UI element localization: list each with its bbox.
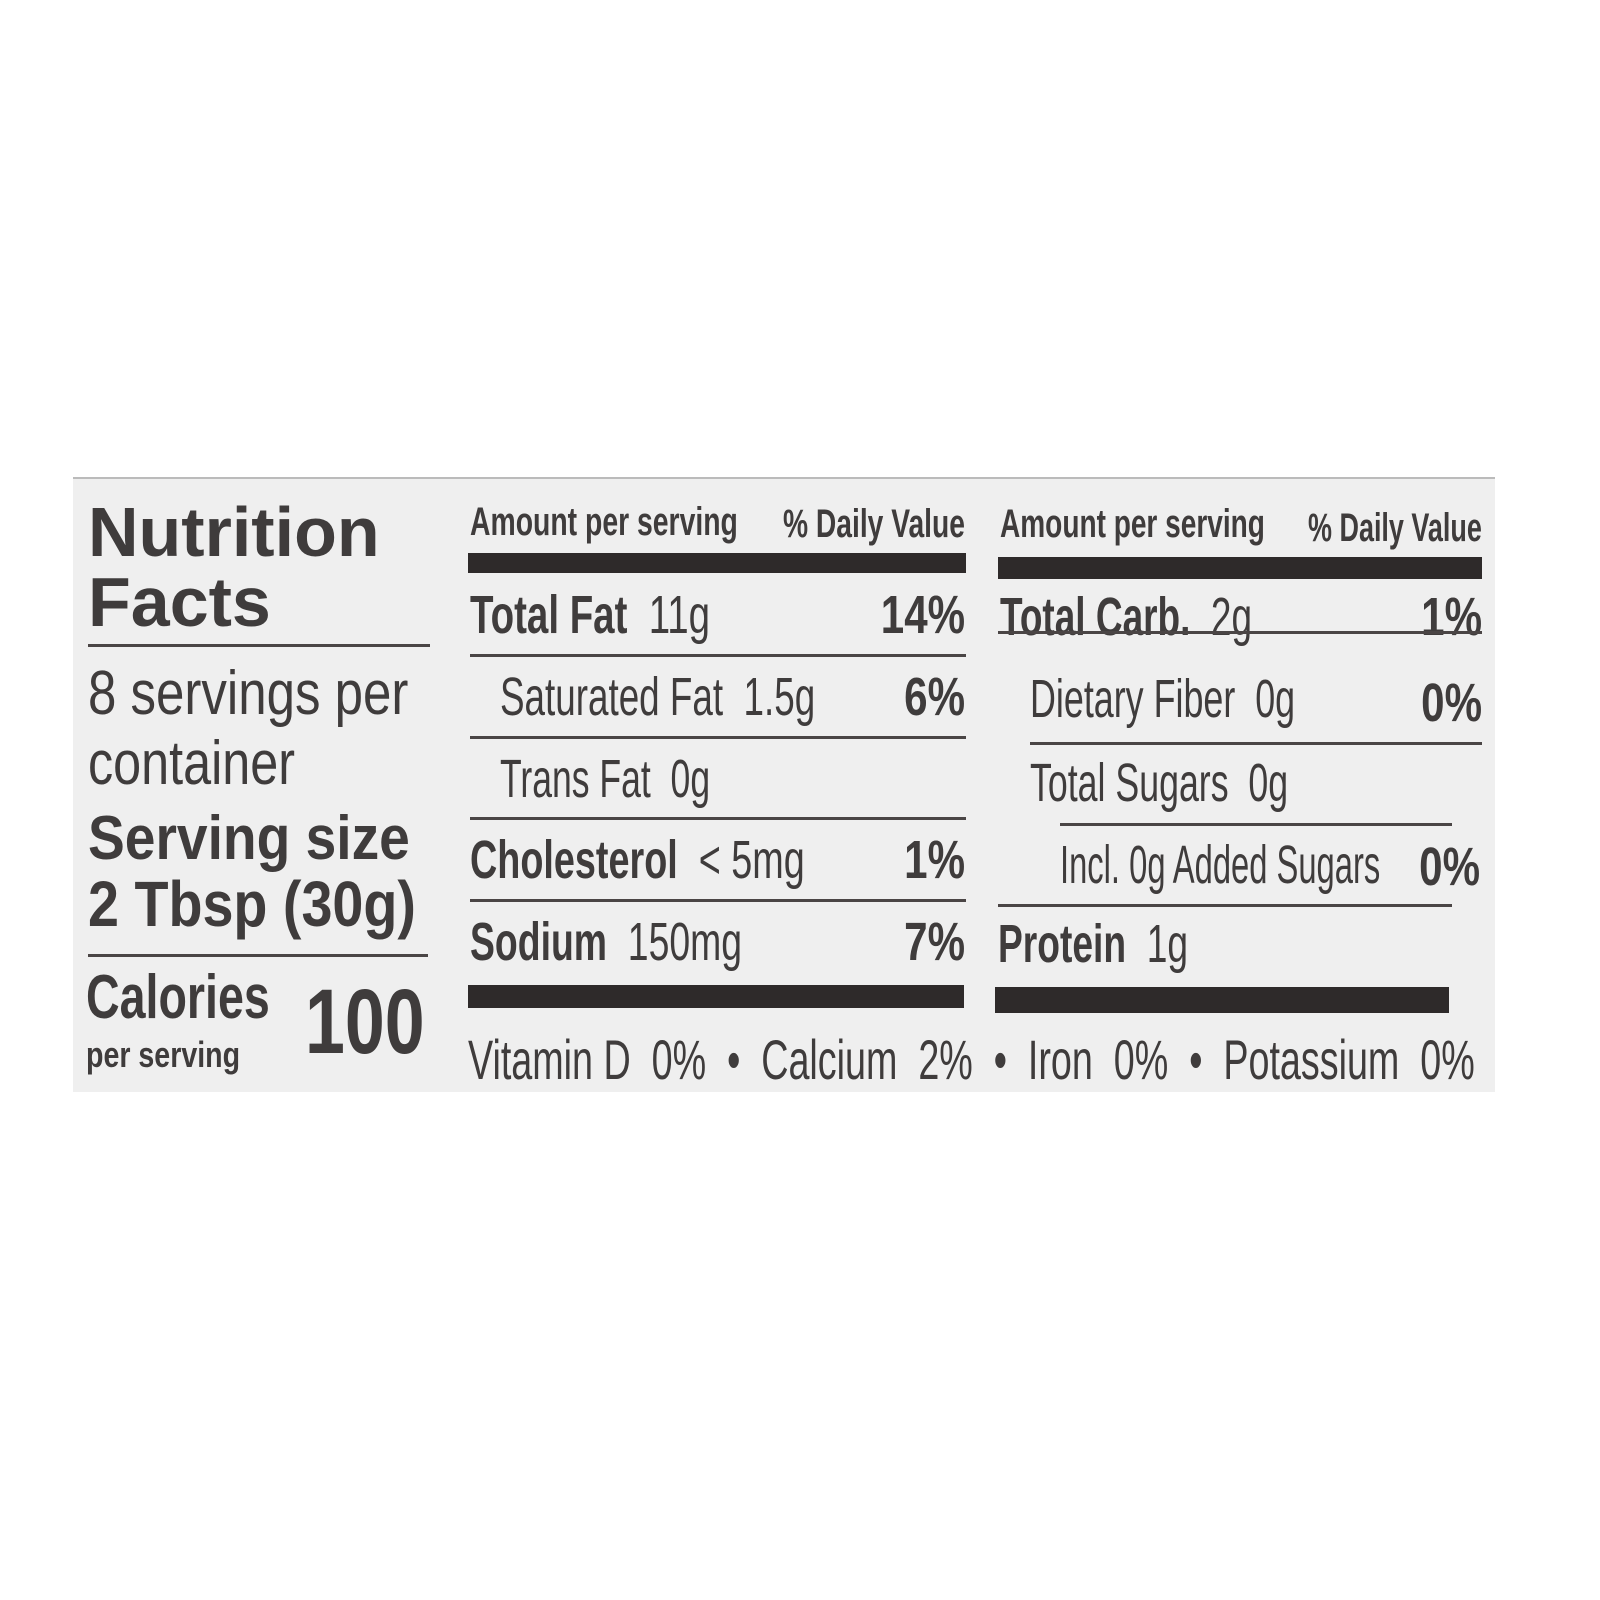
calories-value: 100	[305, 971, 425, 1073]
calories-per-serving: per serving	[86, 1034, 241, 1075]
title-nutrition: Nutrition	[88, 493, 380, 571]
row-sodium: Sodium 150mg	[470, 915, 742, 969]
row-dietary-fiber: Dietary Fiber 0g	[1030, 672, 1295, 726]
row-total-sugars: Total Sugars 0g	[1030, 756, 1288, 810]
dv-total-carb: 1%	[1421, 587, 1482, 647]
nutrient-name: Saturated Fat	[500, 667, 724, 727]
nutrient-name: Total Carb.	[1000, 587, 1191, 647]
divider	[470, 736, 966, 739]
header-amount-right: Amount per serving	[1000, 502, 1265, 546]
divider	[1030, 742, 1482, 745]
dv-total-fat: 14%	[880, 585, 965, 645]
row-trans-fat: Trans Fat 0g	[500, 752, 710, 806]
nutrient-amount: 1g	[1146, 914, 1189, 974]
thick-bar	[468, 553, 966, 573]
row-total-fat: Total Fat 11g	[470, 588, 710, 642]
nutrient-amount: < 5mg	[698, 830, 805, 890]
divider	[470, 899, 966, 902]
nutrient-amount: 2g	[1210, 587, 1253, 647]
divider	[470, 654, 966, 657]
calories-label: Calories	[86, 963, 270, 1032]
row-total-carb: Total Carb. 2g	[1000, 590, 1252, 644]
header-daily-value: % Daily Value	[783, 502, 965, 546]
row-added-sugars: Incl. 0g Added Sugars	[1060, 835, 1381, 895]
dv-cholesterol: 1%	[904, 830, 965, 890]
nutrient-amount: 150mg	[627, 912, 743, 972]
servings-container: container	[88, 729, 296, 798]
nutrient-name: Sodium	[470, 912, 608, 972]
nutrient-amount: 11g	[648, 585, 711, 645]
divider	[88, 954, 428, 957]
divider	[88, 644, 430, 647]
divider	[998, 631, 1482, 634]
row-protein: Protein 1g	[998, 917, 1188, 971]
dv-saturated-fat: 6%	[904, 667, 965, 727]
nutrient-name: Total Sugars	[1030, 753, 1229, 813]
divider	[998, 904, 1452, 907]
micronutrients-line: Vitamin D 0% • Calcium 2% • Iron 0% • Po…	[468, 1028, 1475, 1091]
title-facts: Facts	[88, 563, 271, 641]
dv-dietary-fiber: 0%	[1421, 673, 1482, 733]
header-amount: Amount per serving	[470, 500, 738, 544]
header-daily-value-right: % Daily Value	[1308, 506, 1482, 550]
thick-bar	[468, 985, 964, 1008]
nutrient-name: Cholesterol	[470, 830, 678, 890]
nutrient-amount: 1.5g	[743, 667, 816, 727]
dv-sodium: 7%	[904, 912, 965, 972]
serving-size-value: 2 Tbsp (30g)	[88, 868, 416, 940]
divider	[1060, 823, 1452, 826]
row-cholesterol: Cholesterol < 5mg	[470, 833, 805, 887]
nutrient-amount: 0g	[1248, 753, 1289, 813]
servings-per-container: 8 servings per	[88, 659, 409, 728]
nutrient-name: Protein	[998, 914, 1127, 974]
dv-added-sugars: 0%	[1419, 837, 1480, 897]
serving-size-label: Serving size	[88, 804, 410, 873]
nutrient-amount: 0g	[670, 749, 711, 809]
nutrient-amount: 0g	[1255, 669, 1296, 729]
nutrient-name: Dietary Fiber	[1030, 669, 1236, 729]
thick-bar	[998, 557, 1482, 579]
nutrient-name: Trans Fat	[500, 749, 651, 809]
nutrient-name: Total Fat	[470, 585, 628, 645]
thick-bar	[995, 987, 1449, 1013]
divider	[470, 817, 966, 820]
row-saturated-fat: Saturated Fat 1.5g	[500, 670, 815, 724]
